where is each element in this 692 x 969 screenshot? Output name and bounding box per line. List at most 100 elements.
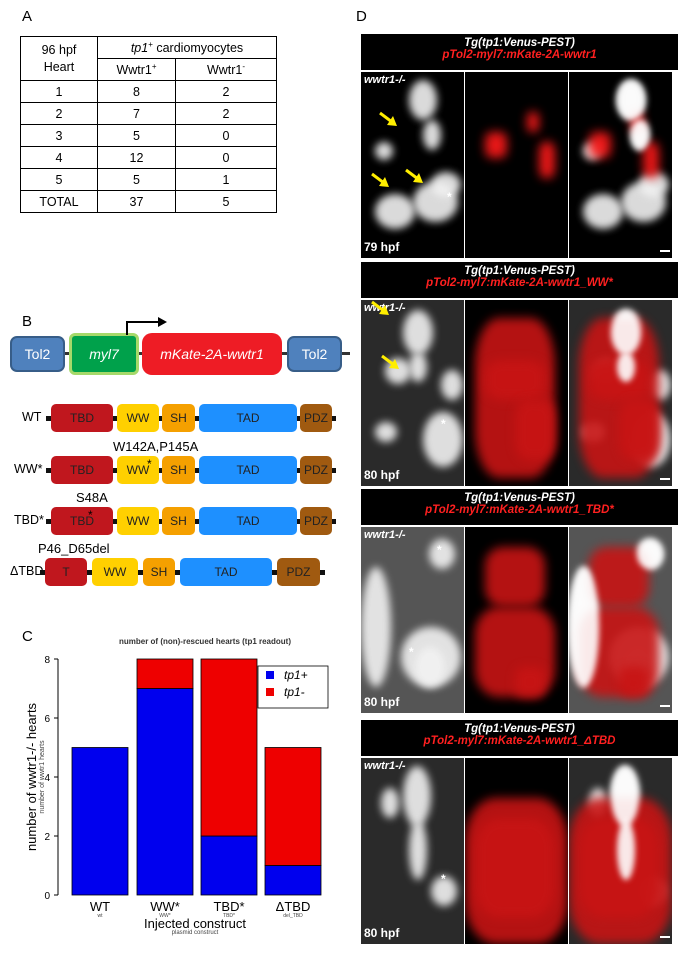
y-tick-label: 2 xyxy=(44,832,50,843)
domain-tad: TAD xyxy=(199,507,297,535)
signal-blob xyxy=(619,667,649,697)
signal-blob xyxy=(643,142,659,178)
row-label: WW* xyxy=(14,462,43,476)
transgene-line: Tg(tp1:Venus-PEST) xyxy=(464,492,575,504)
bar-tp1-neg xyxy=(264,747,322,866)
signal-blob xyxy=(403,310,433,355)
header-heart: Heart xyxy=(43,59,75,74)
micrograph-red xyxy=(465,758,568,944)
micrograph-red xyxy=(465,300,568,486)
x-tick-label: ΔTBD xyxy=(276,899,311,914)
y-tick-label: 0 xyxy=(44,891,50,902)
table-cell-pos: 12 xyxy=(97,146,176,169)
legend-label: tp1- xyxy=(284,685,305,699)
table-cell-heart: 3 xyxy=(20,124,98,147)
atrium-star-mark: * xyxy=(441,417,446,431)
x-axis-label: Injected construct xyxy=(144,916,246,931)
tol2-right-box: Tol2 xyxy=(287,336,342,372)
yellow-arrow-icon xyxy=(371,300,389,315)
signal-blob xyxy=(381,788,399,818)
signal-blob xyxy=(611,766,639,826)
signal-blob xyxy=(583,194,623,229)
signal-blob xyxy=(475,818,555,918)
table-cell-neg: 2 xyxy=(175,80,277,103)
micrograph-red xyxy=(465,72,568,258)
table-header-heart: 96 hpf Heart xyxy=(20,36,98,81)
signal-blob xyxy=(515,400,555,460)
table-cell-pos: 8 xyxy=(97,80,176,103)
construct-line: pTol2-myl7:mKate-2A-wwtr1_WW* xyxy=(426,277,613,289)
tp1-label: tp1 xyxy=(130,41,149,56)
age-label: 80 hpf xyxy=(364,926,400,940)
signal-blob xyxy=(539,142,555,178)
table-cell-neg: 5 xyxy=(175,190,277,213)
domain-sh: SH xyxy=(162,456,195,484)
atrium-star-mark: * xyxy=(441,872,446,886)
mutation-label: S48A xyxy=(76,490,108,505)
signal-blob xyxy=(361,567,391,687)
promoter-arrow-icon xyxy=(126,317,167,335)
signal-blob xyxy=(617,80,645,120)
y-tick-label: 6 xyxy=(44,714,50,725)
chart-legend: tp1+ tp1- xyxy=(257,665,329,709)
cardiomyocyte-table: 96 hpf Heart tp1+ cardiomyocytes Wwtr1+ … xyxy=(20,36,277,213)
table-cell-neg: 0 xyxy=(175,146,277,169)
domain-tbd: TBD xyxy=(51,404,113,432)
yellow-arrow-icon xyxy=(405,168,423,183)
signal-blob xyxy=(515,667,545,697)
domain-tbd: T xyxy=(45,558,87,586)
micrograph-white xyxy=(361,527,464,713)
panel-d-header: Tg(tp1:Venus-PEST) pTol2-myl7:mKate-2A-ww… xyxy=(361,262,678,298)
table-cell-neg: 2 xyxy=(175,102,277,125)
table-header-wwtr1-pos: Wwtr1+ xyxy=(97,58,176,81)
signal-blob xyxy=(617,352,635,382)
signal-blob xyxy=(409,820,427,880)
scale-bar xyxy=(660,705,670,707)
yellow-arrow-icon xyxy=(381,354,399,369)
row-label: WT xyxy=(22,410,42,424)
signal-blob xyxy=(409,80,437,120)
signal-blob xyxy=(423,120,441,150)
atrium-star-mark: * xyxy=(437,543,442,557)
construct-line: pTol2-myl7:mKate-2A-wwtr1_TBD* xyxy=(425,504,614,516)
atrium-star-mark: * xyxy=(447,190,452,204)
bar-tp1-neg xyxy=(136,658,194,689)
table-cell-pos: 5 xyxy=(97,124,176,147)
mutation-label: W142A,P145A xyxy=(113,439,199,454)
x-tick-small-label: del_TBD xyxy=(283,913,303,919)
domain-ww: WW xyxy=(92,558,138,586)
domain-pdz: PDZ xyxy=(277,558,320,586)
signal-blob xyxy=(431,172,461,197)
transgene-line: Tg(tp1:Venus-PEST) xyxy=(464,723,575,735)
signal-blob xyxy=(429,539,455,569)
panel-label-a: A xyxy=(22,8,33,25)
micrograph-merge xyxy=(569,758,672,944)
domain-ww: WW xyxy=(117,456,159,484)
chart-title: number of (non)-rescued hearts (tp1 read… xyxy=(118,637,291,646)
atrium-star-mark: * xyxy=(409,645,414,659)
transgene-line: Tg(tp1:Venus-PEST) xyxy=(464,265,575,277)
tp1-sup: + xyxy=(148,39,153,49)
table-cell-pos: 7 xyxy=(97,102,176,125)
table-cell-pos: 5 xyxy=(97,168,176,191)
legend-swatch xyxy=(266,688,274,696)
table-header-group: tp1+ cardiomyocytes xyxy=(97,36,277,59)
micrograph-white xyxy=(361,758,464,944)
signal-blob xyxy=(431,876,457,906)
x-tick-label: WW* xyxy=(150,899,180,914)
domain-tbd: TBD xyxy=(51,507,113,535)
scale-bar xyxy=(660,478,670,480)
panel-d-header: Tg(tp1:Venus-PEST) pTol2-myl7:mKate-2A-ww… xyxy=(361,489,678,525)
bar-tp1-neg xyxy=(200,658,258,837)
legend-label: tp1+ xyxy=(284,668,308,682)
domain-sh: SH xyxy=(162,404,195,432)
scale-bar xyxy=(660,936,670,938)
bar-tp1-pos xyxy=(264,865,322,896)
age-label: 79 hpf xyxy=(364,240,400,254)
signal-blob xyxy=(617,820,635,880)
scale-bar xyxy=(660,250,670,252)
